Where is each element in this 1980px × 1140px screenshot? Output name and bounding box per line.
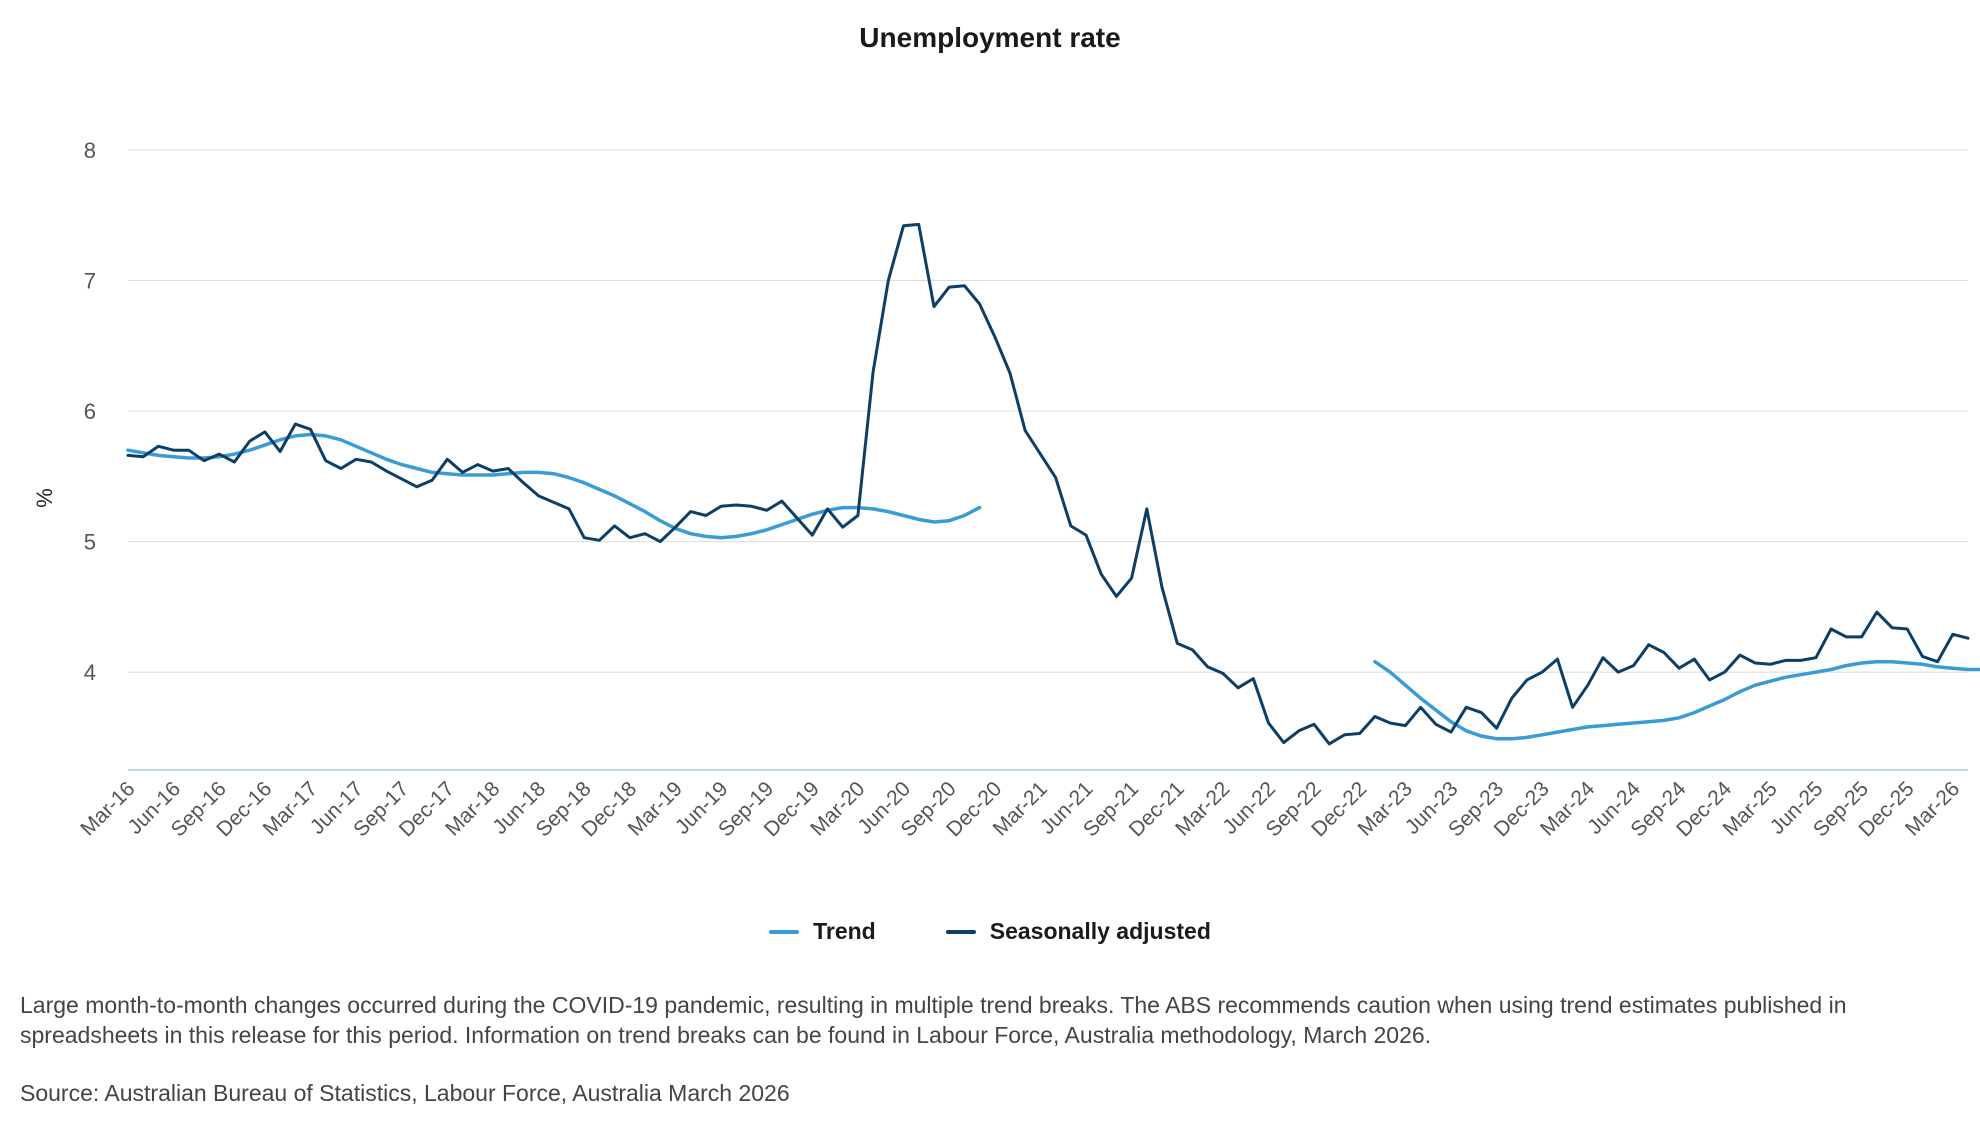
chart-plot: 45678%Mar-16Jun-16Sep-16Dec-16Mar-17Jun-… [32, 138, 1980, 841]
legend-swatch-seasonally-adjusted [945, 929, 976, 934]
legend-swatch-trend [769, 929, 800, 934]
y-tick-label: 4 [84, 660, 96, 685]
series-line-trend [1373, 659, 1980, 741]
legend-label-trend: Trend [813, 918, 876, 944]
legend-item-seasonally-adjusted[interactable]: Seasonally adjusted [945, 918, 1211, 945]
chart-legend: Trend Seasonally adjusted [0, 918, 1980, 945]
x-tick-label: Mar-16 [76, 777, 139, 840]
y-axis-label: % [32, 488, 57, 508]
series-line-trend [126, 432, 982, 540]
legend-item-trend[interactable]: Trend [769, 918, 876, 945]
y-tick-label: 6 [84, 399, 96, 424]
legend-label-seasonally-adjusted: Seasonally adjusted [989, 918, 1211, 944]
y-tick-label: 5 [84, 530, 96, 555]
chart-source: Source: Australian Bureau of Statistics,… [20, 1080, 790, 1106]
chart-footnote: Large month-to-month changes occurred du… [20, 992, 1847, 1048]
y-tick-label: 7 [84, 269, 96, 294]
series-line-seasonally-adjusted [126, 222, 1970, 746]
y-tick-label: 8 [84, 138, 96, 163]
chart-title: Unemployment rate [859, 22, 1121, 53]
